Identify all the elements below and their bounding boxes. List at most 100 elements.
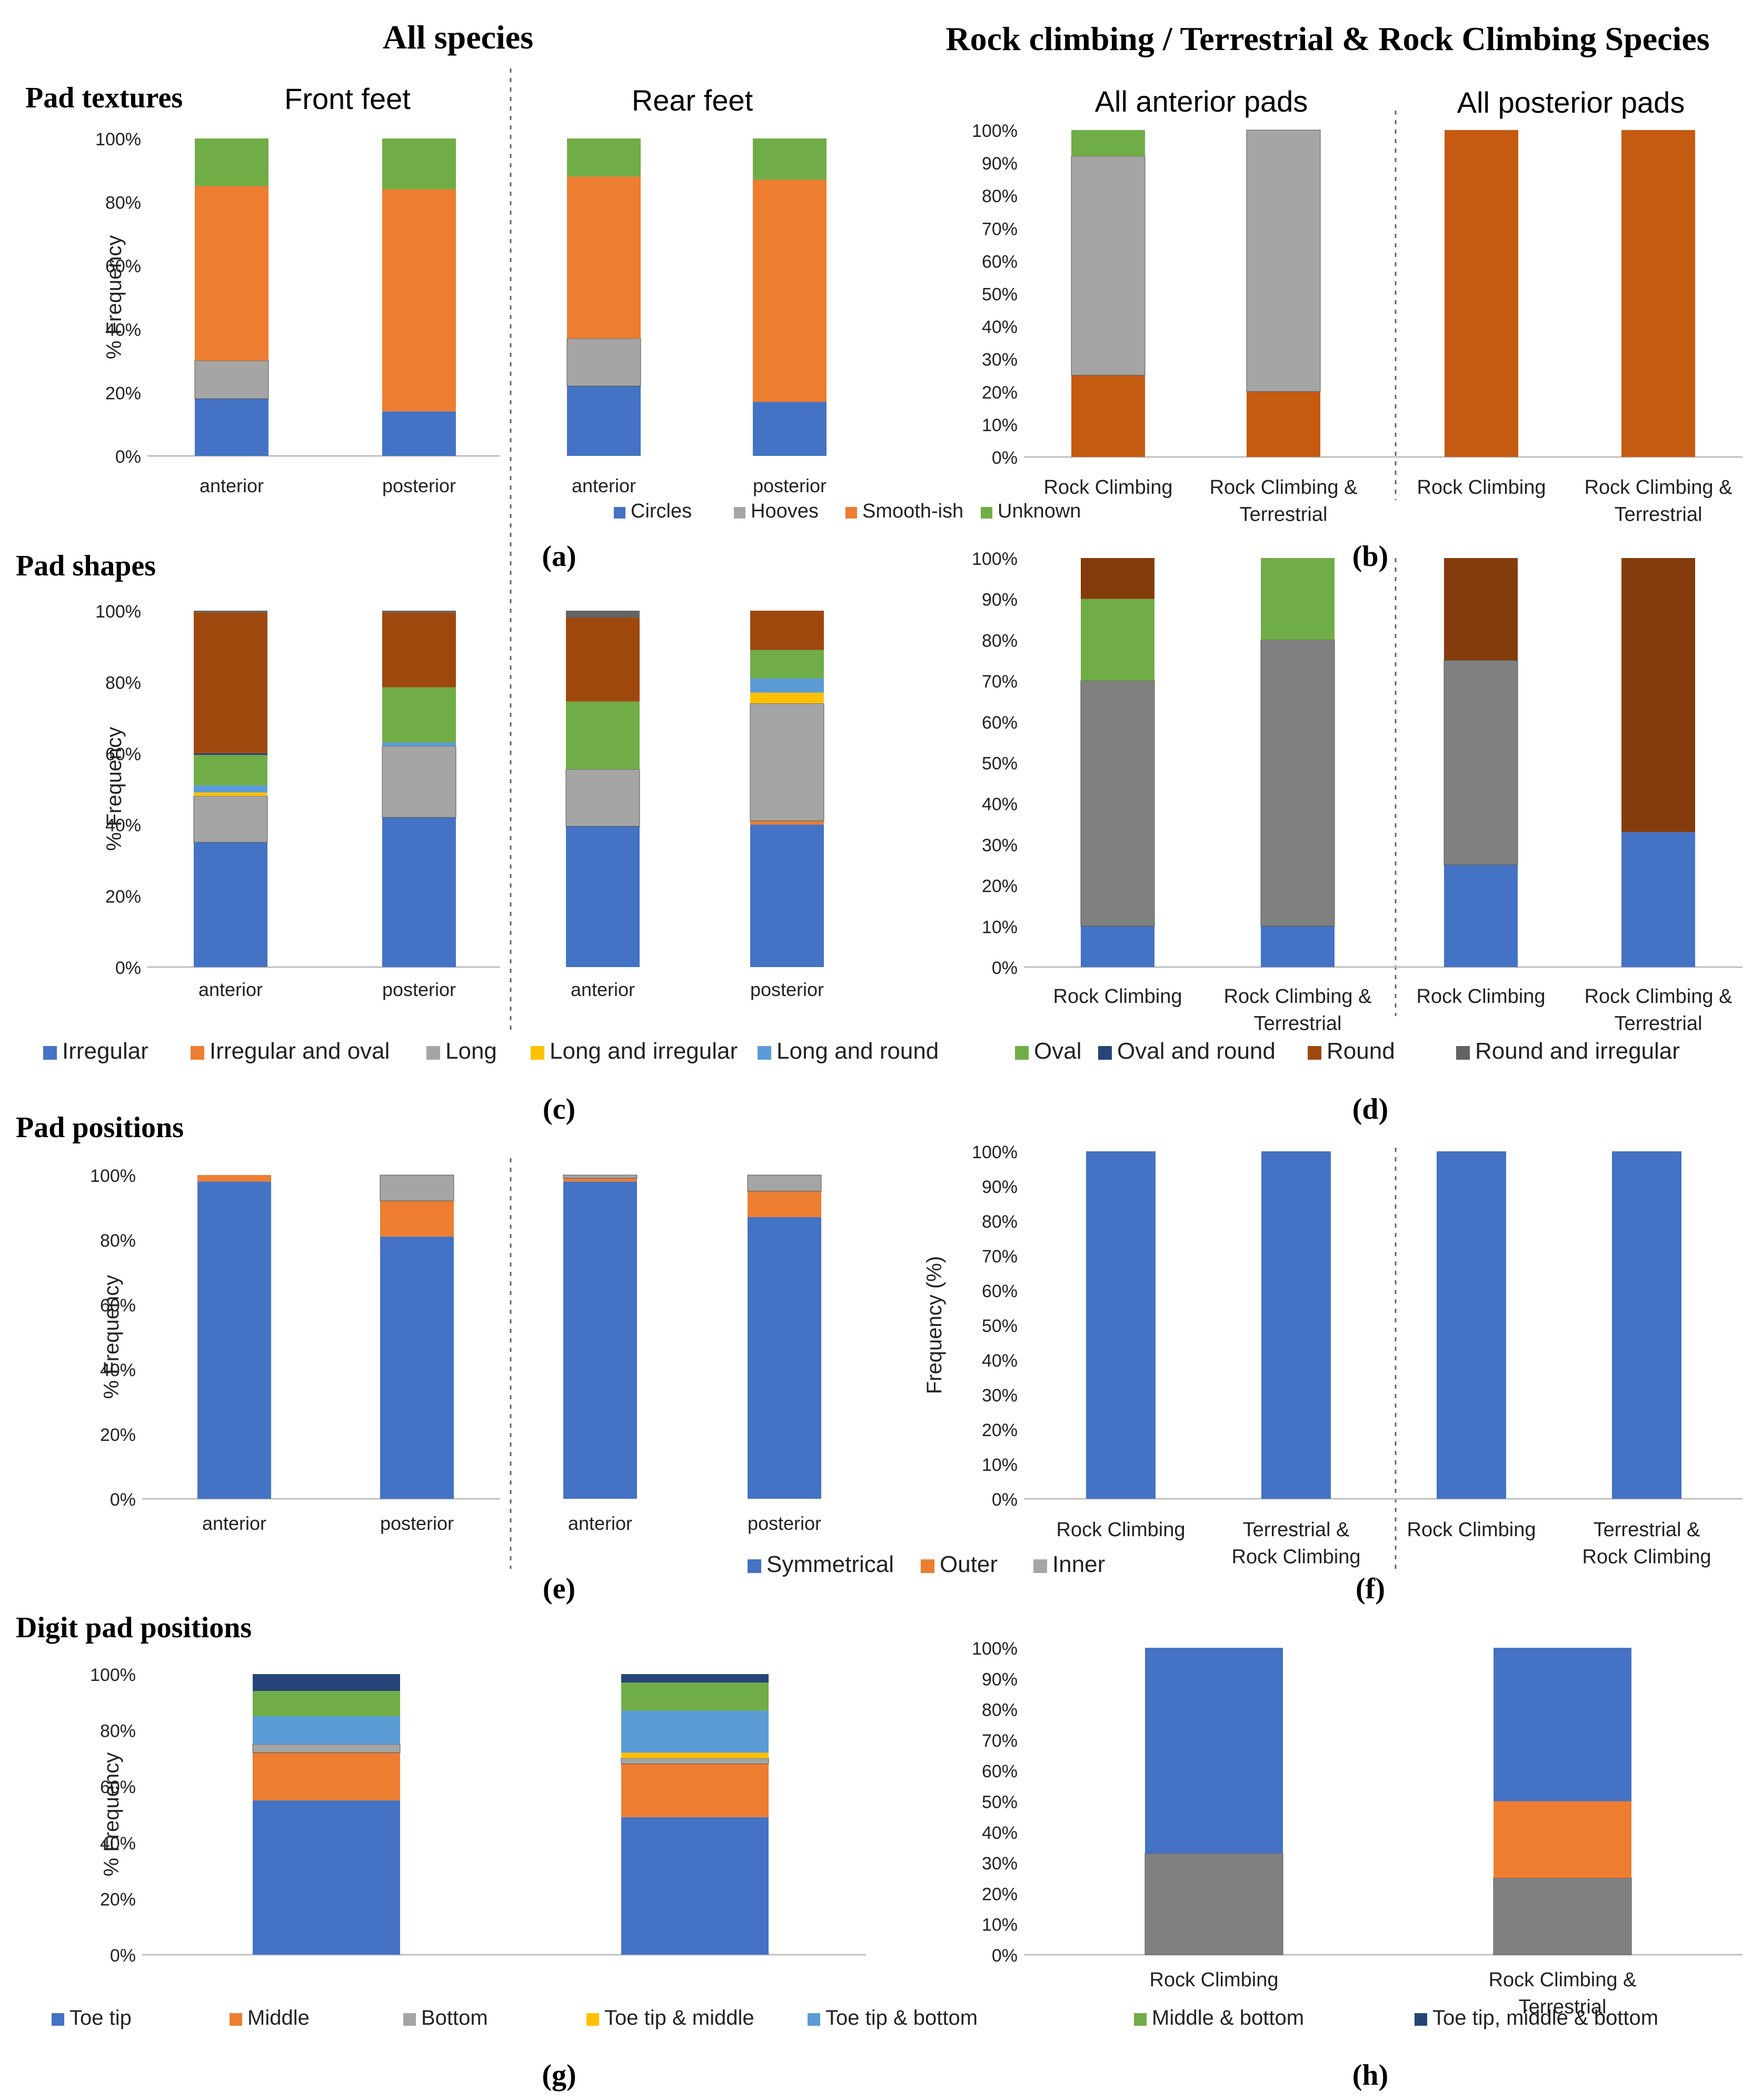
bar-segment [195, 186, 268, 361]
category-label: Rock Climbing [1407, 1519, 1536, 1541]
y-tick-label: 100% [90, 1665, 136, 1685]
bar-segment [1247, 391, 1320, 457]
bar-segment [1071, 375, 1145, 457]
bar-segment [563, 1178, 637, 1182]
legend-swatch [43, 1046, 57, 1060]
y-tick-label: 0% [992, 958, 1018, 978]
legend-swatch [845, 507, 857, 519]
bar-segment [1081, 558, 1154, 599]
bar-segment [1612, 1151, 1681, 1499]
category-label: Terrestrial & Rock Climbing [1232, 1519, 1361, 1568]
y-tick-label: 90% [982, 154, 1018, 174]
category-label: anterior [572, 475, 636, 496]
legend-swatch [981, 507, 992, 519]
category-label: posterior [753, 475, 827, 496]
y-tick-label: 10% [982, 917, 1018, 937]
category-label: Rock Climbing & Terrestrial [1489, 1969, 1637, 2018]
bar-segment [566, 826, 640, 967]
y-tick-label: 60% [105, 744, 141, 764]
y-tick-label: 100% [972, 1142, 1018, 1162]
subheading-posterior-pads: All posterior pads [1457, 86, 1685, 119]
legend-entry: Outer [940, 1551, 998, 1577]
y-axis-label: % Frequency [103, 727, 126, 851]
y-tick-label: 80% [105, 193, 141, 213]
y-tick-label: 80% [105, 673, 141, 693]
y-tick-label: 60% [982, 1281, 1018, 1301]
bar-segment [1444, 864, 1518, 967]
legend-swatch [614, 507, 625, 519]
category-label: posterior [382, 475, 456, 496]
y-tick-label: 20% [105, 383, 141, 403]
bar-segment [194, 753, 267, 755]
legend-entry: Long and round [777, 1038, 939, 1064]
legend-digit: Toe tip Middle Bottom Toe tip & middle Toe t… [52, 2006, 1658, 2029]
bar-segment [753, 138, 827, 180]
legend-entry: Middle [247, 2006, 310, 2029]
y-tick-label: 60% [982, 1761, 1018, 1781]
y-tick-label: 60% [982, 713, 1018, 733]
legend-entry: Unknown [998, 500, 1081, 522]
bar-segment [566, 618, 640, 702]
bar-segment [567, 138, 641, 177]
bar-segment [382, 817, 456, 967]
bar-segment [566, 338, 641, 386]
legend-swatch [734, 507, 745, 519]
bar-segment [194, 785, 267, 793]
bar-segment [750, 611, 824, 650]
y-tick-label: 100% [95, 602, 141, 622]
y-axis-label: Frequency (%) [923, 1256, 946, 1394]
bar-segment [382, 745, 456, 818]
bar-segment [1086, 1151, 1156, 1499]
bar-segment [750, 703, 824, 821]
chart-g-digit-pad-positions: 0% 20% 40% 60% 80% 100% % Frequency [90, 1665, 866, 1966]
panel-label-e: (e) [543, 1572, 575, 1605]
legend-swatch [191, 1046, 204, 1060]
bar-segment [563, 1175, 638, 1179]
legend-swatch [1134, 2013, 1147, 2026]
legend-entry: Symmetrical [766, 1551, 894, 1577]
bar-segment [748, 1191, 821, 1217]
bar-segment [1437, 1151, 1506, 1499]
legend-entry: Long [445, 1038, 497, 1064]
y-tick-label: 50% [982, 1793, 1018, 1813]
y-tick-label: 40% [100, 1360, 136, 1380]
bar-segment [621, 1710, 769, 1753]
bar-segment [621, 1682, 769, 1711]
legend-entry: Irregular [62, 1038, 148, 1064]
bar-segment [750, 824, 824, 967]
bar-segment [1494, 1648, 1631, 1802]
bar-segment [195, 399, 268, 456]
y-tick-label: 60% [100, 1296, 136, 1316]
legend-swatch [531, 1046, 544, 1060]
y-tick-label: 80% [982, 1700, 1018, 1720]
subheading-rear-feet: Rear feet [632, 84, 753, 117]
bar-segment [1080, 680, 1155, 927]
panel-label-f: (f) [1356, 1572, 1385, 1605]
y-tick-label: 0% [992, 1490, 1018, 1510]
category-label: Rock Climbing [1417, 476, 1546, 499]
bar-segment [194, 755, 267, 785]
y-tick-label: 0% [110, 1946, 136, 1966]
y-tick-label: 20% [105, 887, 141, 907]
bar-segment [567, 386, 641, 456]
panel-label-d: (d) [1352, 1093, 1388, 1126]
y-tick-label: 20% [982, 383, 1018, 403]
legend-swatch [426, 1046, 440, 1060]
subheading-front-feet: Front feet [284, 82, 411, 115]
legend-swatch [586, 2013, 599, 2026]
panel-label-b: (b) [1352, 540, 1388, 573]
bar-segment [621, 1764, 769, 1817]
bar-segment [1081, 599, 1154, 681]
bar-segment [1493, 1877, 1632, 1955]
category-label: Rock Climbing & Terrestrial [1585, 986, 1733, 1034]
legend-entry: Circles [631, 500, 692, 522]
bar-segment [621, 1674, 769, 1683]
y-tick-label: 10% [982, 1915, 1018, 1935]
row-title-shapes: Pad shapes [16, 550, 156, 582]
y-tick-label: 100% [95, 130, 141, 150]
bar-segment [750, 678, 824, 693]
legend-entry: Oval and round [1117, 1038, 1276, 1064]
y-tick-label: 20% [100, 1425, 136, 1445]
bar-segment [253, 1690, 400, 1716]
